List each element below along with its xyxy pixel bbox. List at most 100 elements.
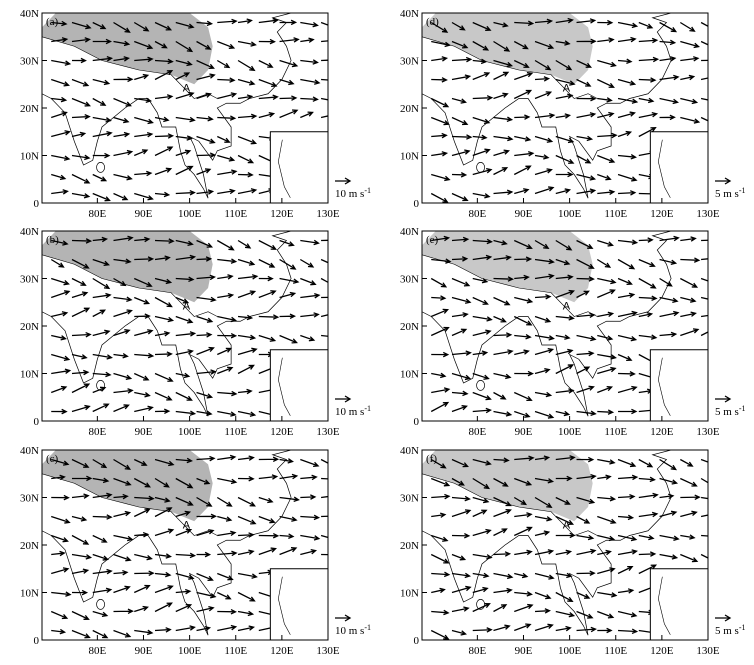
wind-vector (617, 534, 638, 542)
wind-vector (451, 405, 468, 413)
wind-vector (514, 188, 530, 195)
wind-vector (154, 331, 171, 337)
wind-vector (113, 534, 134, 542)
x-tick-label: 110E (604, 426, 627, 438)
x-tick-label: 90E (135, 208, 153, 220)
wind-vector (196, 346, 215, 356)
wind-vector (300, 548, 318, 556)
location-marker: A (183, 82, 191, 94)
wind-vector (431, 151, 449, 157)
wind-vector (50, 610, 69, 620)
wind-vector (451, 350, 472, 356)
wind-vector (493, 59, 514, 68)
wind-vector (638, 258, 656, 268)
x-tick-label: 80E (88, 426, 106, 438)
wind-vector (175, 91, 195, 100)
wind-vector (134, 405, 154, 413)
island (476, 162, 485, 173)
wind-vector (71, 493, 90, 499)
wind-vector (431, 235, 451, 242)
wind-vector (196, 572, 214, 582)
wind-vector (134, 131, 154, 138)
wind-vector (51, 290, 71, 299)
wind-vector (513, 165, 532, 176)
wind-vector (638, 56, 660, 63)
wind-vector (300, 239, 320, 246)
wind-vector (134, 170, 153, 177)
wind-vector (534, 315, 552, 323)
wind-vector (279, 95, 298, 101)
location-marker: A (183, 519, 191, 531)
wind-vector (617, 258, 636, 270)
wind-vector (279, 59, 299, 68)
wind-vector (597, 37, 615, 43)
wind-vector (555, 258, 571, 266)
wind-vector (217, 530, 237, 537)
wind-vector (514, 296, 534, 304)
wind-vector (451, 192, 469, 202)
wind-vector (451, 21, 466, 31)
wind-vector (217, 115, 237, 121)
wind-vector (258, 275, 274, 282)
wind-vector (134, 329, 154, 337)
wind-vector (472, 391, 492, 401)
wind-vector (196, 606, 215, 613)
wind-vector (576, 496, 596, 504)
wind-vector (237, 625, 255, 632)
wind-vector (175, 315, 194, 324)
wind-vector (237, 515, 257, 525)
wind-vector (196, 391, 214, 399)
wind-vector (472, 168, 493, 176)
wind-vector (617, 130, 633, 138)
wind-vector (451, 458, 469, 468)
wind-vector (237, 258, 256, 266)
wind-vector (597, 239, 614, 247)
wind-vector (430, 308, 450, 318)
reference-label: 5 m s-1 (715, 186, 746, 200)
wind-vector (50, 258, 65, 268)
wind-vector (514, 114, 531, 120)
reference-exponent: -1 (364, 404, 371, 413)
y-tick-label: 10N (400, 369, 419, 381)
wind-vector (196, 315, 214, 323)
wind-vector (320, 115, 328, 119)
panel-label: (b) (46, 234, 59, 246)
y-tick-label: 30N (400, 56, 419, 68)
wind-vector (237, 610, 255, 617)
wind-vector (71, 173, 91, 184)
wind-vector (279, 239, 295, 247)
wind-vector (237, 314, 254, 321)
border (422, 473, 598, 536)
wind-vector (701, 534, 708, 537)
wind-vector (154, 458, 175, 467)
reference-vector (715, 395, 732, 403)
y-tick-label: 20N (20, 540, 39, 552)
wind-vector (134, 56, 154, 63)
wind-vector (576, 276, 595, 282)
wind-vector (472, 277, 489, 284)
wind-vector (217, 608, 237, 615)
wind-vector (92, 610, 109, 618)
wind-vector (451, 533, 471, 539)
y-tick-label: 0 (414, 635, 420, 647)
map-area (42, 13, 328, 203)
wind-vector (175, 296, 190, 304)
wind-vector (659, 97, 679, 105)
wind-vector (618, 190, 637, 196)
wind-vector (700, 21, 708, 27)
wind-vector (700, 331, 708, 337)
wind-vector (493, 508, 512, 518)
wind-vector (237, 274, 259, 280)
location-marker: A (563, 519, 571, 531)
wind-vector (51, 567, 70, 575)
wind-vector (196, 256, 213, 262)
wind-vector (617, 111, 636, 119)
wind-vector (617, 21, 639, 29)
wind-vector (175, 59, 193, 67)
wind-vector (451, 372, 472, 381)
reference-text: 5 m s (715, 625, 739, 637)
wind-vector (113, 56, 130, 62)
wind-vector (597, 409, 615, 415)
wind-vector (134, 149, 149, 157)
wind-vector (154, 277, 173, 285)
